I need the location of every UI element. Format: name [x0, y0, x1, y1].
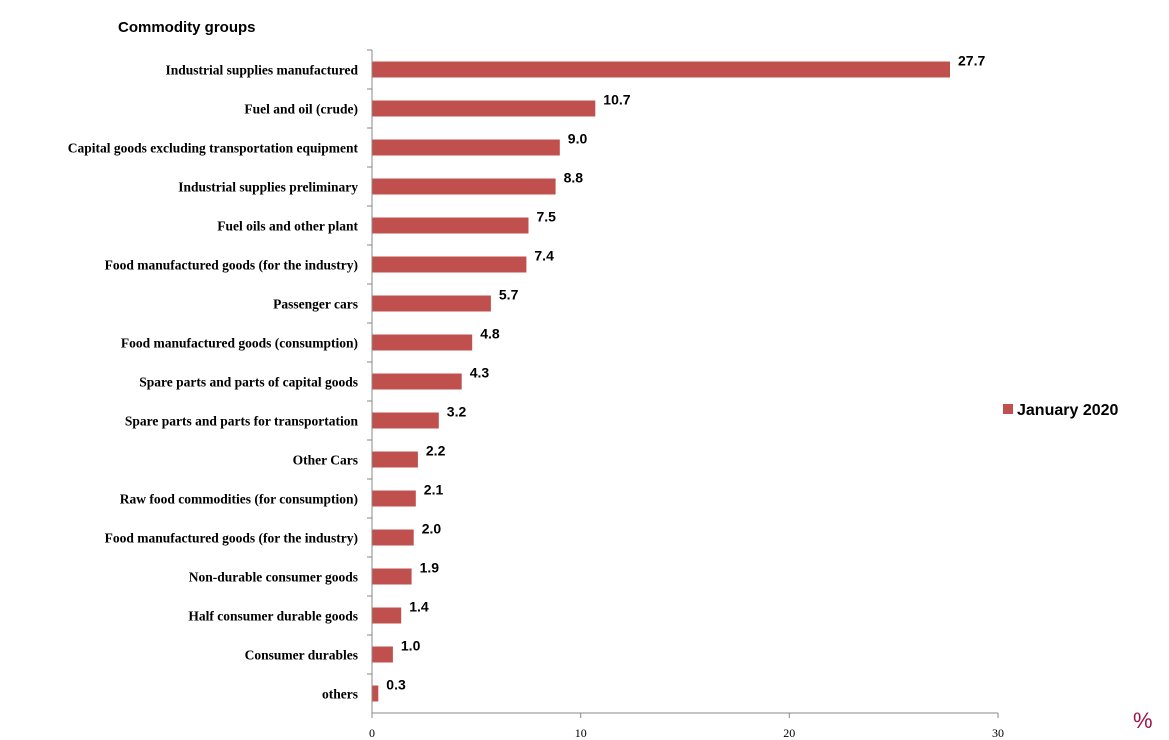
legend-swatch: [1003, 404, 1013, 414]
data-label: 9.0: [568, 131, 588, 147]
bar: [372, 334, 473, 351]
data-label: 4.8: [480, 326, 500, 342]
category-label: Spare parts and parts of capital goods: [139, 375, 358, 390]
data-label: 27.7: [958, 53, 985, 69]
bar: [372, 490, 416, 507]
data-label: 2.1: [424, 482, 444, 498]
data-label: 2.2: [426, 443, 446, 459]
category-label: Industrial supplies preliminary: [178, 180, 358, 195]
category-label: others: [322, 687, 358, 702]
chart-title: Commodity groups: [118, 19, 256, 36]
data-label: 7.4: [534, 248, 554, 264]
bar: [372, 607, 402, 624]
bar: [372, 100, 596, 117]
data-label: 10.7: [603, 92, 630, 108]
bar: [372, 178, 556, 195]
data-label: 3.2: [447, 404, 467, 420]
data-label: 7.5: [537, 209, 557, 225]
bars-layer: Industrial supplies manufactured 27.7 Fuel…: [68, 53, 985, 702]
data-label: 8.8: [564, 170, 584, 186]
data-label: 0.3: [386, 677, 406, 693]
legend-label: January 2020: [1017, 402, 1119, 419]
category-label: Fuel oils and other plant: [217, 219, 358, 234]
bar: [372, 568, 412, 585]
category-label: Industrial supplies manufactured: [165, 63, 358, 78]
bar: [372, 412, 439, 429]
category-label: Food manufactured goods (consumption): [121, 336, 358, 351]
category-label: Food manufactured goods (for the industr…: [105, 258, 358, 273]
bar: [372, 295, 491, 312]
data-label: 5.7: [499, 287, 519, 303]
x-tick-label: 0: [369, 726, 375, 740]
data-label: 2.0: [422, 521, 442, 537]
bar: [372, 646, 393, 663]
axes: 0 10 20 30: [367, 49, 1004, 740]
data-label: 1.9: [420, 560, 440, 576]
category-label: Spare parts and parts for transportation: [125, 414, 359, 429]
legend: January 2020: [1003, 402, 1119, 419]
x-tick-label: 30: [992, 726, 1004, 740]
category-label: Passenger cars: [273, 297, 358, 312]
category-label: Other Cars: [293, 453, 358, 468]
bar: [372, 685, 379, 702]
x-tick-label: 10: [575, 726, 587, 740]
bar: [372, 139, 560, 156]
bar: [372, 61, 950, 78]
bar: [372, 217, 529, 234]
category-label: Raw food commodities (for consumption): [120, 492, 358, 507]
category-label: Fuel and oil (crude): [244, 102, 358, 117]
data-label: 1.4: [409, 599, 429, 615]
data-label: 4.3: [470, 365, 490, 381]
bar: [372, 373, 462, 390]
unit-label: %: [1133, 708, 1153, 733]
bar: [372, 529, 414, 546]
category-label: Half consumer durable goods: [188, 609, 358, 624]
data-label: 1.0: [401, 638, 421, 654]
category-label: Capital goods excluding transportation e…: [68, 141, 359, 156]
x-tick-label: 20: [783, 726, 795, 740]
bar: [372, 451, 418, 468]
category-label: Food manufactured goods (for the industr…: [105, 531, 358, 546]
bar: [372, 256, 527, 273]
category-label: Consumer durables: [245, 648, 358, 663]
category-label: Non-durable consumer goods: [189, 570, 358, 585]
